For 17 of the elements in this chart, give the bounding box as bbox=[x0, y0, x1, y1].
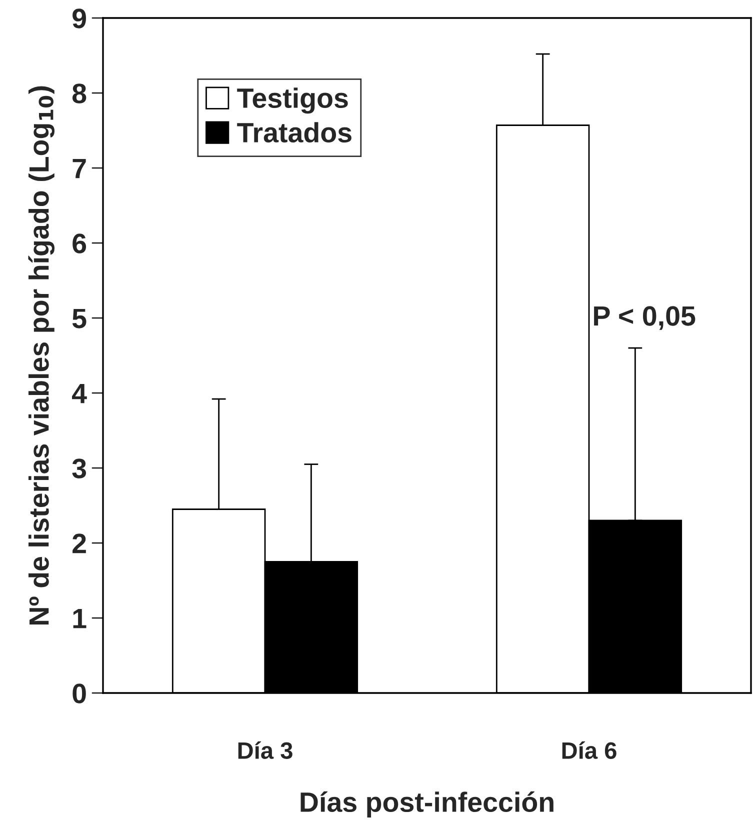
y-tick-label: 2 bbox=[72, 534, 86, 554]
y-axis-title: Nº de listerias viables por hígado (Log$_{10}$) bbox=[28, 86, 55, 624]
x-tick-label: Día 6 bbox=[562, 741, 616, 759]
y-tick-label: 9 bbox=[72, 8, 86, 28]
legend-label: Tratados bbox=[237, 122, 352, 143]
y-tick-label: 4 bbox=[72, 384, 87, 404]
y-tick-label: 5 bbox=[72, 308, 86, 328]
y-tick-label: 7 bbox=[72, 158, 86, 178]
y-tick-label: 8 bbox=[72, 84, 86, 104]
y-tick-label: 6 bbox=[72, 234, 86, 254]
y-tick-label: 0 bbox=[72, 684, 86, 704]
x-tick-label: Día 3 bbox=[238, 741, 292, 759]
annotation: P < 0,05 bbox=[594, 306, 696, 330]
y-tick-label: 1 bbox=[73, 608, 86, 628]
legend-label: Testigos bbox=[237, 88, 348, 114]
x-axis-title: Días post-infección bbox=[300, 791, 554, 818]
y-tick-label: 3 bbox=[72, 458, 86, 478]
